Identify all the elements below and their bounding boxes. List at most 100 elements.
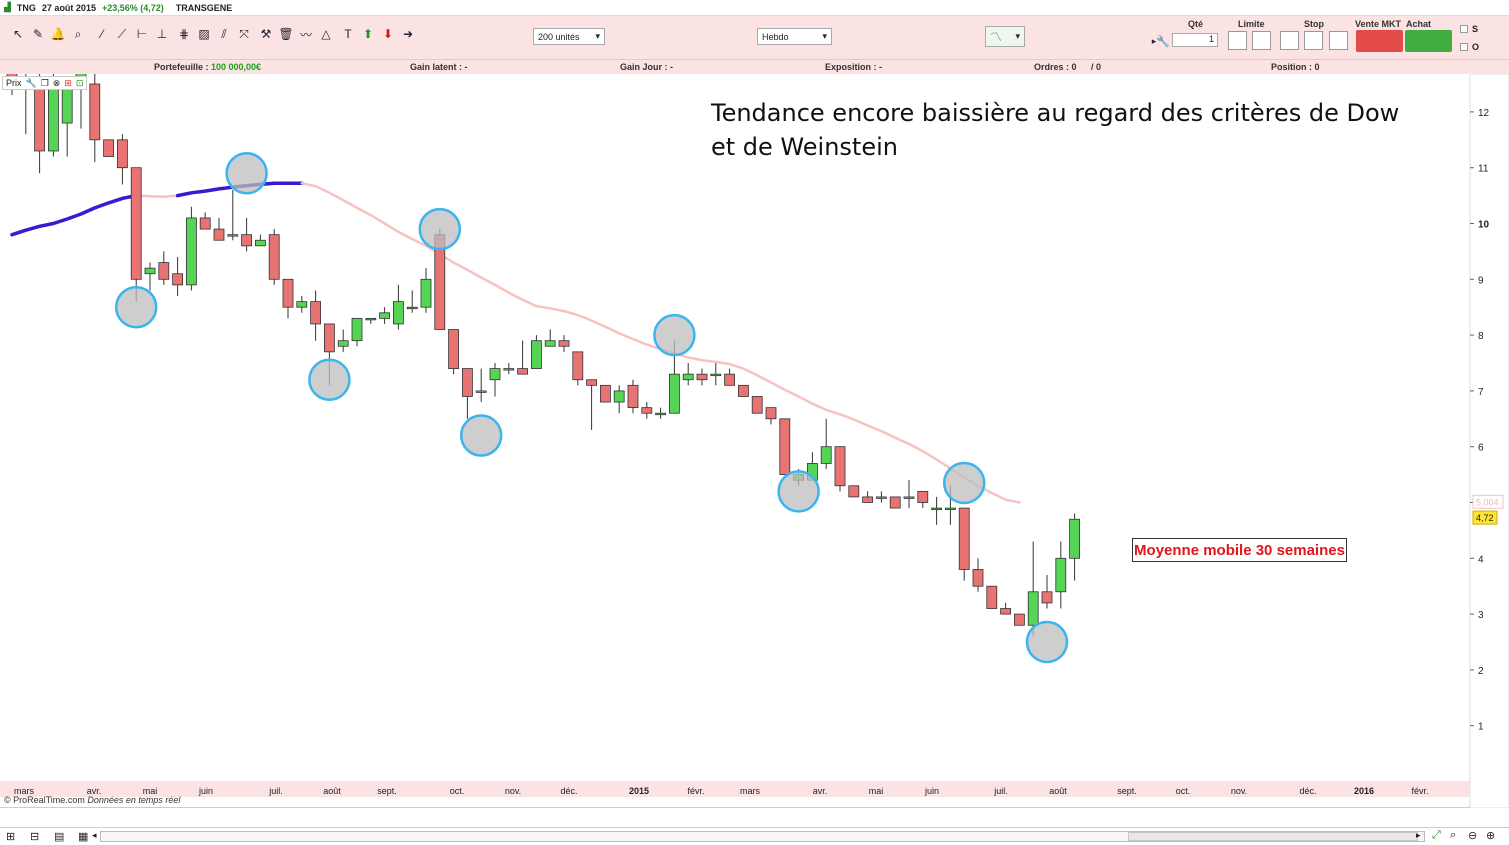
zoom-in-icon[interactable]: ⊕ (1486, 830, 1496, 842)
zoom-out-icon[interactable]: ⊖ (1468, 830, 1478, 842)
chart-icon[interactable]: ▟ (4, 2, 11, 12)
split-icon[interactable]: ⊟ (30, 831, 40, 843)
x-tick-label: 2016 (1354, 786, 1374, 796)
wrench-icon[interactable]: 🔧 (25, 77, 37, 88)
period-select-value: Hebdo (762, 31, 789, 42)
x-tick-label: nov. (1231, 786, 1247, 796)
candle-body (779, 418, 791, 475)
candle-body (365, 317, 377, 321)
gain-jour-label: Gain Jour : - (620, 62, 674, 72)
add-indicator-icon[interactable]: ⊞ (64, 77, 72, 88)
trendline-icon[interactable]: ⟋ (117, 26, 127, 41)
text-icon[interactable]: T (344, 27, 352, 41)
limit-buy-button[interactable] (1228, 31, 1247, 50)
y-axis-panel (1469, 73, 1509, 809)
zoom-fit-icon[interactable]: ⌕ (1450, 829, 1457, 841)
candle-body (241, 234, 253, 247)
s-checkbox[interactable] (1460, 25, 1468, 33)
triangle-icon[interactable]: △ (321, 27, 331, 41)
y-tick-label: 11 (1478, 164, 1489, 175)
y-tick-label: 4 (1478, 554, 1484, 565)
instrument-name: TRANSGENE (175, 2, 233, 13)
arrow-down-icon[interactable]: ⬇ (382, 27, 394, 41)
chart-area[interactable]: 13121110987654321marsavr.maijuinjuil.aoû… (0, 28, 1509, 809)
gann-icon[interactable]: ▨ (198, 27, 210, 41)
y-tick-label: 12 (1478, 108, 1490, 119)
chart-annotation-text: Tendance encore baissière au regard des … (711, 99, 1400, 161)
x-axis-line (0, 807, 1470, 808)
arrow-right-icon[interactable]: ➜ (402, 27, 414, 41)
scroll-right-icon[interactable]: ▸ (1416, 830, 1421, 840)
list-icon[interactable]: ▤ (54, 831, 65, 843)
candle-body (724, 373, 735, 386)
buy-market-button[interactable] (1405, 30, 1452, 52)
x-tick-label: févr. (687, 786, 704, 796)
symbol-label[interactable]: TNG (16, 2, 36, 13)
candle-body (889, 496, 901, 509)
candle-body (448, 329, 460, 369)
x-tick-label: sept. (377, 786, 397, 796)
units-select[interactable]: 200 unités ▾ (533, 28, 605, 45)
scroll-left-icon[interactable]: ◂ (92, 830, 97, 840)
candle-body (227, 234, 239, 237)
add-chart-icon[interactable]: ⊞ (6, 831, 16, 843)
sell-market-button[interactable] (1356, 30, 1403, 52)
line-icon[interactable]: ⁄ (100, 27, 103, 41)
grid-icon[interactable]: ▦ (78, 831, 89, 843)
indicators-button[interactable]: 〽 ▾ (985, 26, 1025, 47)
candle-body (103, 139, 114, 157)
scrollbar-thumb[interactable] (1128, 832, 1418, 841)
candle-body (710, 373, 722, 377)
time-scrollbar[interactable] (100, 831, 1425, 842)
bell-icon[interactable]: 🔔 (50, 27, 66, 41)
wrench-icon[interactable]: 🔧 (1156, 35, 1170, 48)
candle-body (751, 396, 763, 414)
candle-body (1055, 557, 1067, 593)
moving-average-label: Moyenne mobile 30 semaines (1132, 538, 1347, 562)
position-label: Position : 0 (1271, 62, 1320, 72)
vertical-line-icon[interactable]: ⊥ (156, 27, 168, 41)
candle-body (172, 273, 184, 286)
highlight-circle (1025, 620, 1069, 664)
regression-icon[interactable]: ⤧ (239, 26, 249, 41)
candle-body (820, 446, 832, 464)
fibonacci-icon[interactable]: ⋕ (178, 27, 190, 41)
portfolio-info-bar: Portefeuille : 100 000,00€ Gain latent :… (0, 60, 1509, 74)
channel-icon[interactable]: ⫽ (221, 26, 227, 41)
candle-body (972, 569, 984, 587)
candle-body (48, 89, 59, 152)
qty-input[interactable]: 1 (1172, 33, 1218, 47)
stop-sell-button[interactable] (1304, 31, 1323, 50)
date-label: 27 août 2015 (41, 2, 96, 13)
zoom-icon[interactable]: ⌕ (74, 26, 82, 41)
candle-body (613, 390, 625, 403)
window-icon[interactable]: ❐ (40, 77, 49, 88)
arrow-up-icon[interactable]: ⬆ (362, 27, 374, 41)
x-tick-label: avr. (87, 786, 102, 796)
o-checkbox[interactable] (1460, 43, 1468, 51)
autoscale-icon[interactable]: ⤢ (1432, 829, 1441, 841)
chevron-right-icon[interactable]: ▸ (1151, 35, 1157, 46)
trash-icon[interactable]: 🗑 (278, 27, 294, 41)
y-tick-label: 9 (1478, 275, 1484, 286)
ruler-icon[interactable]: ✎ (32, 27, 44, 41)
cursor-icon[interactable]: ↖ (12, 27, 24, 41)
last-price-label: 4,72 (1476, 513, 1494, 523)
last-price-tag (1472, 510, 1498, 525)
candle-body (696, 373, 708, 381)
maximize-icon[interactable]: ⊡ (75, 77, 84, 88)
limit-sell-button[interactable] (1252, 31, 1271, 50)
candle-body (158, 262, 170, 280)
x-tick-label: déc. (1299, 786, 1316, 796)
tools-icon[interactable]: ⚒ (260, 27, 272, 41)
period-select[interactable]: Hebdo ▾ (757, 28, 832, 45)
horizontal-line-icon[interactable]: ⊢ (136, 27, 148, 41)
stop-other-button[interactable] (1329, 31, 1348, 50)
close-icon[interactable]: ⊗ (52, 77, 61, 88)
pattern-icon[interactable]: 〰 (299, 27, 312, 42)
stop-buy-button[interactable] (1280, 31, 1299, 50)
s-label: S (1472, 24, 1479, 34)
gain-latent-label: Gain latent : - (410, 62, 468, 72)
price-chart[interactable]: 13121110987654321marsavr.maijuinjuil.aoû… (0, 28, 1509, 809)
